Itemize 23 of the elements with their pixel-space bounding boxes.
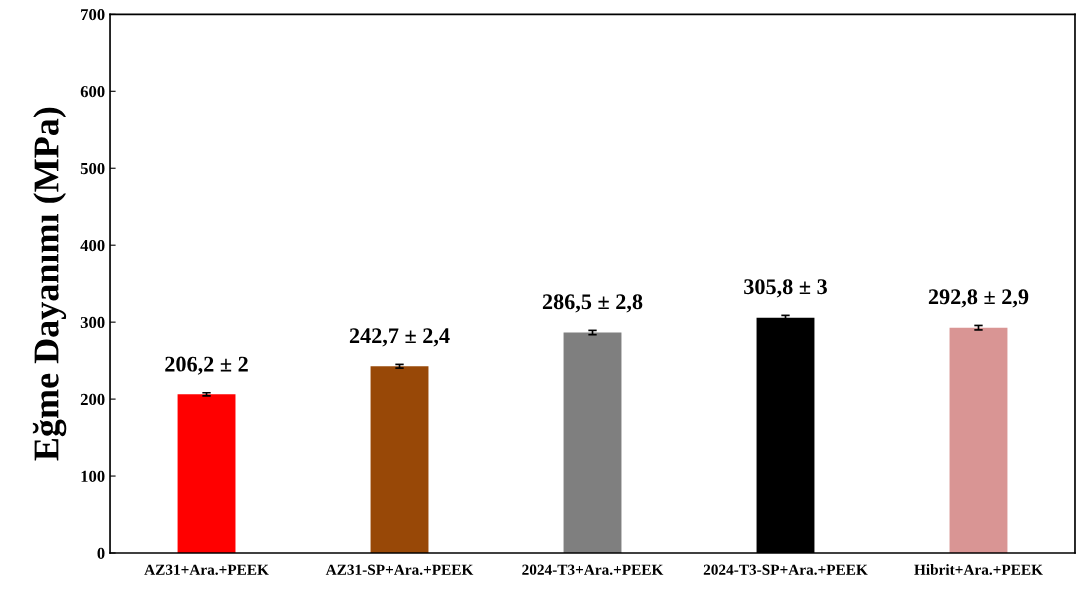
x-tick-label: AZ31-SP+Ara.+PEEK <box>325 564 474 575</box>
data-label: 292,8 ± 2,9 <box>928 289 1029 308</box>
x-tick-label: Hibrit+Ara.+PEEK <box>914 564 1043 575</box>
bar <box>949 327 1008 554</box>
data-label: 206,2 ± 2 <box>165 356 248 375</box>
data-label: 242,7 ± 2,4 <box>349 328 450 347</box>
y-tick-label: 500 <box>80 162 105 175</box>
y-tick-label: 300 <box>80 316 105 329</box>
bar <box>370 366 429 554</box>
x-tick-label: AZ31+Ara.+PEEK <box>144 564 269 575</box>
x-tick-label: 2024-T3-SP+Ara.+PEEK <box>703 564 868 575</box>
x-tick-label: 2024-T3+Ara.+PEEK <box>522 564 664 575</box>
data-label: 286,5 ± 2,8 <box>542 294 643 313</box>
bar <box>563 332 622 554</box>
data-label: 305,8 ± 3 <box>744 279 827 298</box>
y-tick-label: 200 <box>80 393 105 406</box>
y-tick-label: 400 <box>80 239 105 252</box>
y-tick-label: 100 <box>81 470 105 482</box>
y-tick-label: 600 <box>80 85 105 98</box>
y-tick-label: 0 <box>97 547 105 559</box>
y-tick-label: 700 <box>81 9 105 21</box>
bar <box>177 394 236 554</box>
y-axis-title: Eğme Dayanımı (MPa) <box>32 107 67 461</box>
